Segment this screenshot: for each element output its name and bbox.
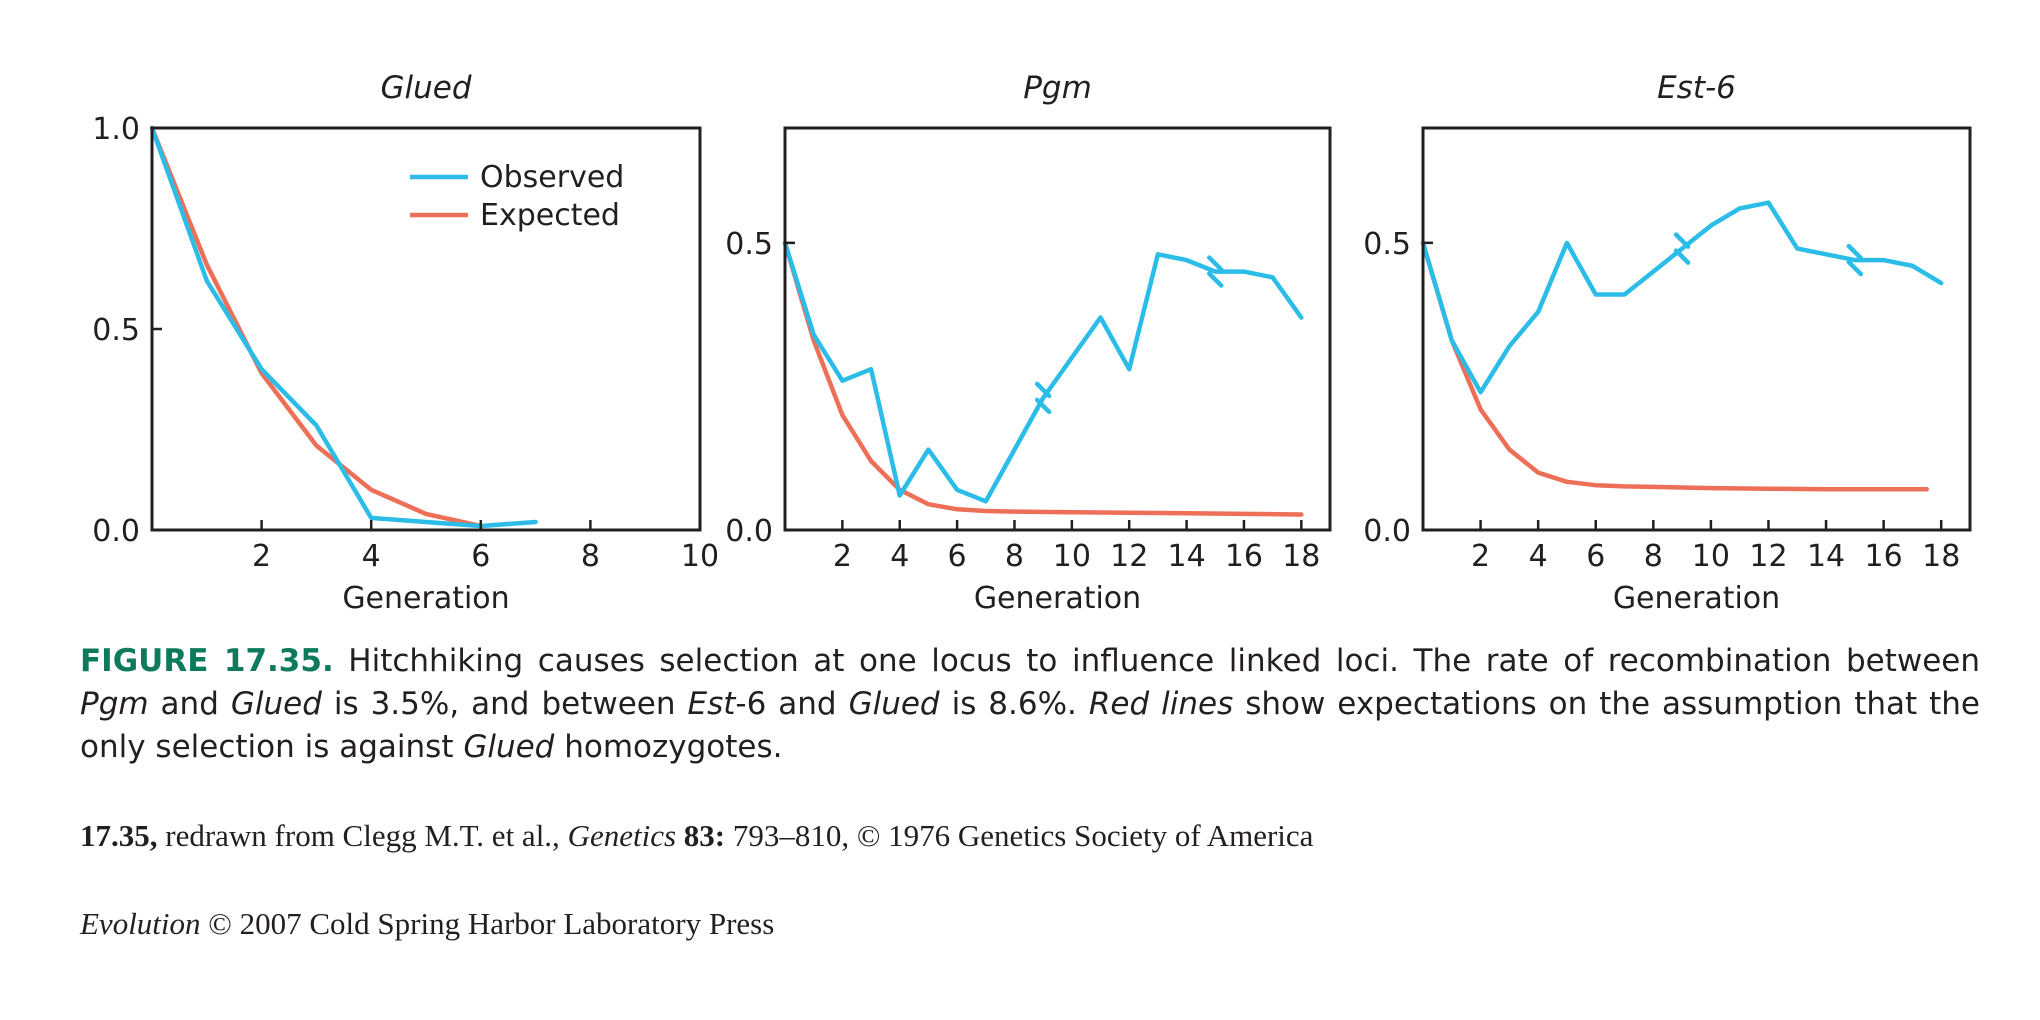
- x-tick-label: 12: [1749, 539, 1787, 574]
- y-tick-label: 0.5: [1363, 227, 1411, 262]
- caption-pgm: Pgm: [80, 686, 149, 722]
- series-line-expected: [149, 125, 484, 529]
- axis-break-mark: [1673, 232, 1691, 265]
- x-tick-label: 4: [362, 539, 381, 574]
- publisher-book: Evolution: [80, 906, 201, 941]
- legend-label-observed: Observed: [480, 160, 624, 195]
- y-tick-label: 0.5: [725, 227, 773, 262]
- plot-frame: [1421, 126, 1972, 532]
- x-tick-label: 10: [681, 539, 719, 574]
- caption-glued: Glued: [848, 686, 940, 722]
- x-axis-title: Generation: [1613, 581, 1780, 616]
- x-tick-label: 16: [1225, 539, 1263, 574]
- caption-text: is 3.5%, and between: [321, 686, 688, 722]
- y-tick-label: 0.0: [1363, 514, 1411, 549]
- caption-glued: Glued: [463, 729, 555, 765]
- chart-panel-2: Pgm 2 4 6 8 10 12 14 16 18 0.0 0.5 Generation: [725, 70, 1332, 616]
- x-tick-label: 16: [1865, 539, 1903, 574]
- x-tick-label: 12: [1110, 539, 1148, 574]
- y-tick-label: 0.0: [725, 514, 773, 549]
- credit-figure-number: 17.35,: [80, 818, 158, 853]
- x-axis-title: Generation: [974, 581, 1141, 616]
- x-tick-label: 2: [1471, 539, 1490, 574]
- caption-text: is 8.6%.: [939, 686, 1089, 722]
- caption-text: and: [148, 686, 231, 722]
- axis-break-mark: [1207, 255, 1224, 288]
- x-tick-label: 6: [948, 539, 967, 574]
- x-tick-label: 4: [1529, 539, 1548, 574]
- axis-break-mark: [1846, 243, 1864, 277]
- caption-text: -6 and: [735, 686, 849, 722]
- series-line-observed: [1420, 200, 1944, 395]
- x-axis-title: Generation: [342, 581, 509, 616]
- series-line-observed: [782, 240, 1304, 504]
- series-line-observed: [149, 125, 538, 529]
- source-credit: 17.35, redrawn from Clegg M.T. et al., G…: [80, 818, 1313, 854]
- figure-panels: Glued 2 4 6 8 10 0.0 0.5 1.0 Generation Observed Ex…: [92, 70, 1972, 616]
- x-tick-label: 6: [1586, 539, 1605, 574]
- chart-panel-3: Est-6 2 4 6 8 10 12 14 16 18 0.0 0.5 Generation: [1363, 70, 1972, 616]
- chart-panel-1: Glued 2 4 6 8 10 0.0 0.5 1.0 Generation ObservedEx…: [92, 70, 719, 616]
- legend-label-expected: Expected: [480, 198, 620, 233]
- x-tick-label: 4: [890, 539, 909, 574]
- figure-caption: FIGURE 17.35. Hitchhiking causes selecti…: [80, 640, 1980, 769]
- y-tick-label: 0.0: [92, 514, 140, 549]
- caption-text: show expectations on the assumption that…: [80, 686, 1981, 765]
- credit-text: redrawn from Clegg M.T. et al.,: [157, 818, 568, 853]
- axis-break-mark: [1034, 381, 1052, 415]
- x-tick-label: 10: [1692, 539, 1730, 574]
- x-tick-label: 14: [1167, 539, 1205, 574]
- x-tick-label: 18: [1922, 539, 1960, 574]
- chart-title: Pgm: [1023, 70, 1092, 106]
- caption-est: Est: [687, 686, 736, 722]
- caption-red-lines: Red lines: [1088, 686, 1234, 722]
- x-tick-label: 8: [1644, 539, 1663, 574]
- caption-text: homozygotes.: [554, 729, 783, 765]
- y-tick-label: 1.0: [92, 112, 140, 147]
- x-tick-label: 2: [252, 539, 271, 574]
- x-tick-label: 2: [833, 539, 852, 574]
- caption-label: FIGURE 17.35.: [80, 643, 334, 679]
- publisher-text: © 2007 Cold Spring Harbor Laboratory Pre…: [200, 906, 775, 941]
- series-line-expected: [782, 240, 1304, 517]
- chart-title: Est-6: [1657, 70, 1736, 106]
- chart-title: Glued: [380, 70, 471, 106]
- caption-text: Hitchhiking causes selection at one locu…: [333, 643, 1980, 679]
- caption-glued: Glued: [230, 686, 322, 722]
- x-tick-label: 14: [1807, 539, 1845, 574]
- y-tick-label: 0.5: [92, 313, 140, 348]
- series-line-expected: [1420, 240, 1930, 492]
- x-tick-label: 8: [1005, 539, 1024, 574]
- x-tick-label: 8: [581, 539, 600, 574]
- x-tick-label: 10: [1053, 539, 1091, 574]
- credit-text: 793–810, © 1976 Genetics Society of Amer…: [725, 818, 1314, 853]
- x-tick-label: 18: [1282, 539, 1320, 574]
- x-tick-label: 6: [471, 539, 490, 574]
- publisher-credit: Evolution © 2007 Cold Spring Harbor Labo…: [80, 906, 774, 942]
- credit-volume: 83:: [676, 818, 726, 853]
- credit-journal: Genetics: [567, 818, 677, 853]
- plot-frame: [783, 126, 1332, 532]
